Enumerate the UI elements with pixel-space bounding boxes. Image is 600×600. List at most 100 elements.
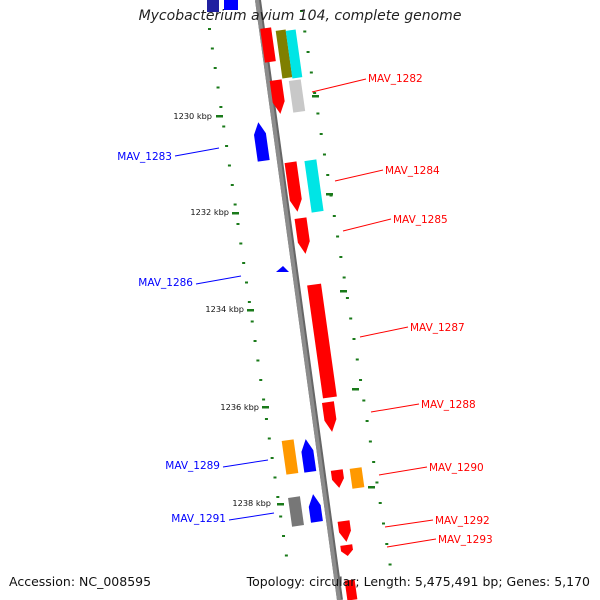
tick-dot-outer (349, 317, 353, 320)
gene-mav1289 (301, 439, 317, 473)
tick-dot-outer (309, 71, 313, 74)
tick-dot-outer (378, 502, 382, 504)
gene-label-reverse: MAV_1286 (138, 277, 193, 289)
tick-dot-outer (388, 563, 392, 566)
gene-mav1287 (307, 283, 337, 399)
backbone-line (255, 0, 341, 600)
tick-dot-outer (382, 522, 385, 525)
gene-mav1286 (276, 266, 289, 272)
tick-dot-inner (256, 359, 260, 362)
tick-dot-outer (336, 235, 340, 238)
gene-gray-1 (288, 79, 306, 113)
tick-dot-inner (233, 203, 237, 206)
tick-dot-outer (352, 338, 356, 340)
gene-leader-line (359, 326, 409, 338)
tick-dot-inner (245, 281, 249, 284)
gene-mav1282 (269, 79, 285, 114)
gene-cyan-1 (285, 29, 303, 79)
tick-dot-inner (253, 340, 257, 342)
gene-orange-1 (281, 439, 299, 475)
gene-orange-2 (349, 467, 365, 489)
tick-dot-outer (362, 399, 366, 402)
gene-leader-line (195, 275, 242, 285)
gene-label-forward: MAV_1293 (438, 534, 493, 546)
gene-mav1293 (340, 544, 353, 556)
tick-dot-inner (227, 164, 231, 167)
gene-label-reverse: MAV_1283 (117, 151, 172, 163)
tick-dot-outer (306, 51, 310, 53)
gene-mav1281 (260, 27, 276, 63)
gene-mav1290 (330, 469, 344, 488)
gene-leader-line (222, 459, 269, 468)
tick-dot-inner (284, 554, 288, 557)
scale-label: 1238 kbp (232, 498, 271, 508)
gene-label-forward: MAV_1292 (435, 515, 490, 527)
genome-summary: Topology: circular; Length: 5,475,491 bp… (246, 574, 590, 589)
tick-dot-inner (230, 184, 234, 186)
gene-mav1292 (337, 520, 351, 542)
tick-dots-layer (208, 10, 392, 566)
gene-label-forward: MAV_1284 (385, 165, 440, 177)
major-tick-outer (340, 290, 347, 293)
tick-dot-outer (332, 215, 336, 217)
gene-mav1288 (321, 401, 337, 432)
tick-dot-outer (372, 461, 376, 463)
map-title: Mycobacterium avium 104, complete genome (138, 8, 462, 24)
tick-dot-outer (365, 420, 369, 422)
tick-dot-outer (300, 10, 303, 12)
tick-dot-inner (208, 28, 211, 30)
tick-dot-outer (359, 379, 363, 381)
tick-dot-inner (236, 223, 240, 225)
tick-dot-inner (250, 320, 254, 323)
major-tick-inner (232, 212, 239, 215)
tick-dot-outer (322, 153, 326, 156)
major-tick-inner (216, 115, 223, 118)
gene-mav1283 (254, 122, 270, 162)
gene-leader-line (174, 147, 220, 157)
tick-dot-inner (267, 437, 271, 440)
tick-dot-inner (219, 106, 223, 108)
gene-leader-line (228, 512, 275, 521)
scale-label: 1230 kbp (173, 111, 212, 121)
tick-dot-inner (259, 379, 263, 381)
tick-dot-inner (242, 262, 246, 264)
scale-label: 1236 kbp (220, 402, 259, 412)
major-tick-outer (352, 388, 359, 391)
gene-partial-top (207, 0, 219, 12)
tick-dot-outer (313, 92, 317, 94)
major-tick-inner (277, 503, 284, 506)
tick-dot-outer (385, 543, 389, 545)
tick-dot-inner (282, 535, 286, 537)
tick-dot-inner (270, 457, 274, 459)
gene-label-reverse: MAV_1289 (165, 460, 220, 472)
tick-dot-inner (264, 418, 268, 420)
tick-dot-inner (225, 145, 229, 147)
accession-text: Accession: NC_008595 (9, 574, 152, 589)
gene-leader-line (378, 466, 428, 476)
gene-label-forward: MAV_1287 (410, 322, 465, 334)
gene-label-forward: MAV_1288 (421, 399, 476, 411)
tick-dot-outer (375, 481, 379, 484)
tick-dot-outer (368, 440, 372, 443)
gene-label-reverse: MAV_1291 (171, 513, 226, 525)
major-tick-outer (312, 95, 319, 98)
tick-dot-outer (303, 30, 307, 33)
gene-mav1291 (308, 494, 323, 523)
labels-layer: 1230 kbp 1232 kbp 1234 kbp 1236 kbp 1238 kbp… (117, 73, 493, 548)
backbone-layer (255, 0, 343, 600)
gene-label-forward: MAV_1282 (368, 73, 423, 85)
tick-dot-outer (319, 133, 323, 135)
gene-leader-line (386, 538, 437, 548)
tick-dot-inner (262, 398, 266, 401)
tick-dot-inner (216, 86, 220, 89)
tick-dot-inner (276, 496, 280, 498)
gene-leader-line (384, 519, 434, 528)
major-tick-inner (247, 309, 254, 312)
tick-dot-inner (222, 125, 226, 128)
tick-dot-outer (316, 112, 320, 115)
gene-mav1285 (294, 217, 310, 254)
gene-partial-bottom (344, 579, 358, 600)
major-tick-outer (326, 193, 333, 196)
tick-dot-inner (273, 476, 277, 479)
